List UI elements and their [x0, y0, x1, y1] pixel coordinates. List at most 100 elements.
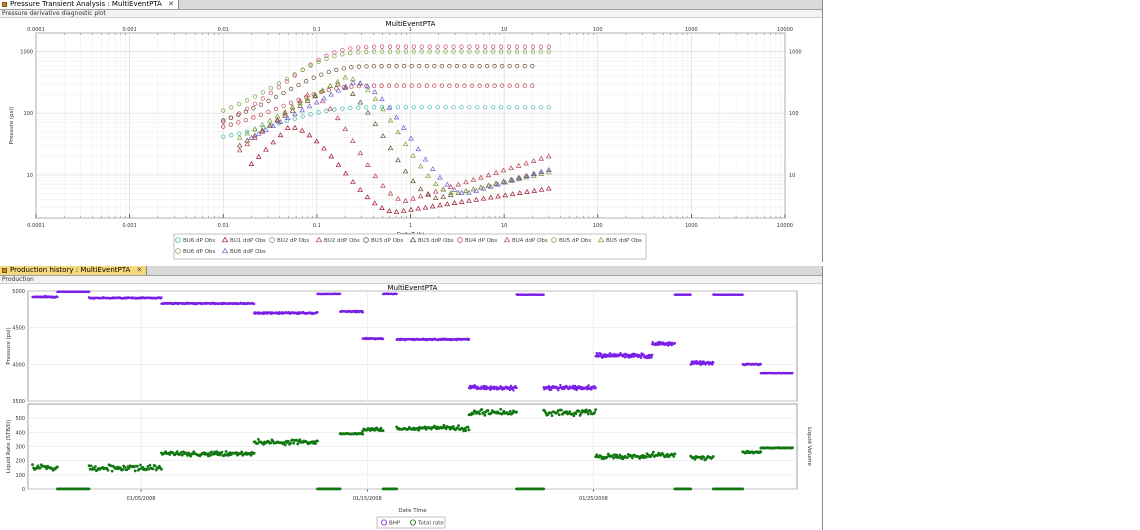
pta-point	[316, 110, 321, 115]
pta-point	[492, 83, 497, 88]
pta-point	[443, 49, 448, 54]
pta-x-tick-label: 0.01	[218, 223, 229, 229]
pta-point	[538, 44, 544, 49]
rate-point	[557, 413, 561, 417]
rate-point	[168, 453, 172, 456]
bhp-point	[759, 362, 763, 366]
rate-point	[693, 457, 697, 461]
tab-production-history[interactable]: Production history : MultiEventPTA ✕	[0, 266, 148, 275]
prod-y-right-axis-label: Liquid Volume	[806, 427, 812, 466]
rate-point	[395, 487, 399, 491]
pta-point	[259, 127, 266, 133]
bhp-point	[712, 361, 715, 364]
pta-legend-marker	[503, 236, 511, 243]
pta-point	[493, 169, 499, 175]
rate-point	[661, 452, 665, 456]
pta-point	[467, 105, 472, 110]
pta-point	[509, 177, 516, 183]
rate-point	[613, 453, 616, 457]
pta-point	[371, 200, 378, 206]
pta-point	[229, 133, 234, 138]
pta-legend-label: BU5 dP Obs	[559, 238, 591, 244]
pta-point	[277, 119, 284, 124]
pta-subtitle: Pressure derivative diagnostic plot	[0, 10, 822, 18]
rate-point	[287, 440, 290, 443]
pta-legend-marker	[175, 248, 181, 254]
bhp-point	[600, 352, 603, 356]
close-icon[interactable]: ✕	[136, 266, 143, 274]
pta-point	[380, 133, 386, 138]
pta-point	[251, 115, 256, 120]
pta-point	[545, 169, 552, 175]
rate-point	[594, 455, 598, 459]
pta-point	[417, 163, 424, 169]
pta-point	[371, 49, 377, 54]
pta-point	[470, 186, 477, 192]
pta-point	[282, 112, 288, 118]
rate-point	[88, 467, 92, 471]
pta-point	[312, 92, 318, 98]
bhp-point	[619, 351, 622, 355]
pta-point	[348, 50, 353, 56]
pta-legend-label: BU3 dP Obs	[371, 238, 403, 244]
pta-point	[371, 83, 377, 88]
rate-point	[314, 442, 317, 446]
prod-y-tick-label: 400	[15, 430, 25, 436]
pta-point	[514, 49, 520, 54]
bhp-point	[648, 356, 651, 360]
pta-point	[538, 49, 544, 54]
rate-point	[295, 438, 299, 442]
prod-y-tick-label: 4500	[12, 326, 25, 332]
pta-point	[244, 130, 251, 136]
pta-point	[341, 66, 347, 71]
pta-point	[538, 105, 544, 110]
pta-point	[546, 49, 551, 54]
pta-legend-label: BU4 ddP Obs	[512, 238, 548, 244]
rate-point	[256, 438, 260, 441]
pta-point	[386, 104, 393, 110]
tab-pressure-transient-analysis[interactable]: Pressure Transient Analysis : MultiEvent…	[0, 0, 179, 9]
pta-point	[523, 172, 529, 178]
pta-point	[311, 75, 316, 80]
pta-point	[522, 44, 528, 49]
pta-point	[236, 131, 242, 136]
pta-point	[273, 94, 279, 100]
rate-point	[444, 427, 448, 431]
pta-point	[304, 96, 311, 101]
rate-point	[510, 411, 514, 415]
pta-point	[308, 63, 313, 68]
pta-legend-label: BU6 dP Obs	[183, 249, 215, 255]
pta-x-top-tick-label: 0.1	[313, 27, 321, 33]
rate-point	[550, 414, 554, 418]
bhp-point	[508, 388, 512, 392]
pta-point	[546, 105, 551, 110]
close-icon[interactable]: ✕	[168, 0, 174, 8]
pta-point	[459, 44, 464, 49]
bhp-point	[587, 384, 590, 387]
bhp-point	[395, 292, 398, 296]
rate-point	[689, 487, 693, 491]
pta-point	[487, 183, 494, 189]
pta-point	[410, 178, 416, 184]
pta-point	[248, 161, 255, 166]
pta-x-tick-label: 1000	[685, 223, 698, 229]
rate-point	[599, 454, 603, 458]
pta-point	[509, 191, 516, 197]
pta-point	[437, 174, 443, 180]
bhp-point	[467, 338, 471, 341]
bhp-point	[509, 384, 513, 388]
prod-x-tick-label: 01/25/2008	[579, 496, 608, 502]
pta-point	[308, 112, 313, 117]
pta-point	[348, 46, 353, 51]
pta-point	[466, 197, 472, 203]
pta-point	[443, 44, 448, 49]
rate-point	[549, 411, 553, 415]
pta-point	[393, 114, 400, 120]
pta-point	[251, 106, 256, 111]
pta-point	[319, 87, 326, 93]
pta-point	[342, 126, 349, 132]
rate-point	[175, 450, 179, 454]
pta-point	[447, 83, 452, 88]
pta-point	[508, 177, 514, 183]
pta-point	[349, 91, 356, 97]
